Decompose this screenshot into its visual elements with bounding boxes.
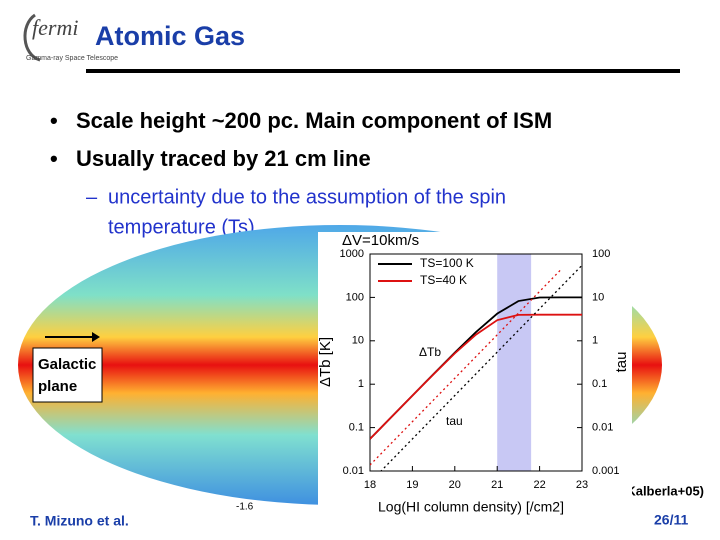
y-tick-label: 0.01	[343, 465, 364, 477]
plot-area	[370, 264, 582, 471]
page-number: 26/11	[654, 512, 688, 528]
y2-tick-label: 0.001	[592, 465, 620, 477]
map-label: Galactic	[38, 356, 96, 373]
map-label: plane	[38, 378, 77, 395]
scale-label: -1.6	[236, 502, 254, 513]
y2-axis-label: tau	[613, 352, 630, 373]
x-tick-label: 21	[491, 479, 503, 491]
series-line	[370, 313, 582, 440]
annotation: tau	[446, 414, 463, 428]
y-tick-label: 0.1	[349, 422, 364, 434]
y2-tick-label: 0.1	[592, 378, 607, 390]
chart: ΔV=10km/s Log(HI column density) [/cm2] …	[317, 232, 632, 522]
legend-label: TS=100 K	[420, 256, 474, 270]
credit: (Kalberla+05)	[622, 483, 704, 498]
y2-tick-label: 100	[592, 248, 610, 260]
x-tick-label: 22	[533, 479, 545, 491]
x-tick-label: 23	[576, 479, 588, 491]
x-tick-label: 18	[364, 479, 376, 491]
y-axis-label: ΔTb [K]	[317, 337, 334, 387]
legend-label: TS=40 K	[420, 273, 467, 287]
plot-frame	[369, 253, 583, 472]
logo-text: fermi	[32, 15, 78, 40]
bullet: Scale height ~200 pc. Main component of …	[76, 108, 552, 133]
y-tick-label: 100	[346, 291, 364, 303]
y-tick-label: 1	[358, 378, 364, 390]
label-box	[32, 347, 103, 403]
y2-tick-label: 1	[592, 335, 598, 347]
logo: fermi Gamma-ray Space Telescope	[23, 13, 118, 62]
author: T. Mizuno et al.	[30, 513, 129, 529]
y-tick-label: 10	[352, 335, 364, 347]
highlight-band	[497, 254, 532, 471]
logo-sub: Gamma-ray Space Telescope	[26, 55, 118, 62]
series-line	[370, 269, 562, 466]
y2-tick-label: 0.01	[592, 422, 613, 434]
bullet-dot: •	[50, 108, 58, 133]
sub-bullet: temperature (Ts)	[108, 216, 255, 238]
x-tick-label: 19	[406, 479, 418, 491]
slide-title: Atomic Gas	[95, 21, 245, 51]
bullet: Usually traced by 21 cm line	[76, 146, 371, 171]
x-axis-label: Log(HI column density) [/cm2]	[378, 499, 564, 515]
x-tick-label: 20	[449, 479, 461, 491]
y2-tick-label: 10	[592, 291, 604, 303]
sub-bullet: uncertainty due to the assumption of the…	[108, 186, 506, 208]
arrow-head	[92, 332, 100, 342]
chart-title: ΔV=10km/s	[342, 232, 419, 249]
bullet-dot: •	[50, 146, 58, 171]
series-line	[380, 264, 582, 471]
sub-bullet-dash: –	[86, 186, 98, 208]
annotation: ΔTb	[419, 345, 441, 359]
y-tick-label: 1000	[340, 248, 364, 260]
